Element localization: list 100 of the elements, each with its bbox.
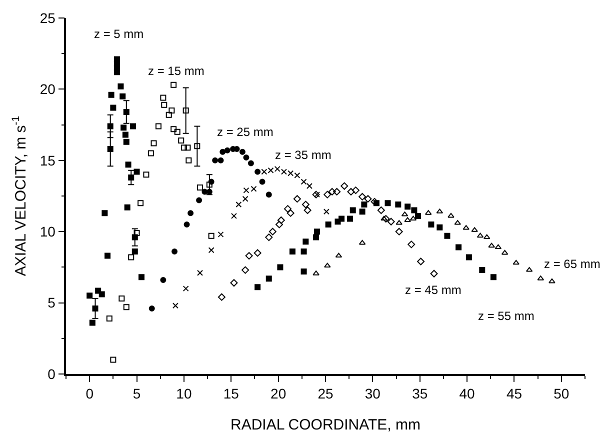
point: [170, 126, 177, 132]
x-tick-label: 35: [412, 386, 428, 402]
point: [408, 240, 416, 248]
point: [444, 232, 450, 239]
y-tick-label: 25: [40, 10, 56, 26]
y-tick-label: 15: [40, 152, 56, 168]
y-tick-label: 20: [40, 81, 56, 98]
point: [448, 212, 454, 218]
point: [242, 266, 250, 274]
point: [304, 206, 312, 214]
x-tick-label: 10: [176, 386, 192, 402]
x-tick-label: 25: [318, 386, 334, 402]
point: [172, 248, 178, 255]
point: [268, 228, 276, 236]
point: [208, 232, 214, 239]
point: [384, 200, 391, 206]
point: [128, 254, 134, 260]
point: [224, 147, 230, 154]
point: [276, 220, 284, 228]
x-tick-label: 5: [132, 386, 141, 402]
point: [138, 274, 144, 280]
point: [89, 320, 96, 326]
point: [456, 244, 462, 250]
x-tick-label: 40: [459, 386, 476, 402]
point: [182, 286, 189, 292]
point: [218, 157, 224, 164]
point: [160, 94, 166, 101]
point: [548, 278, 556, 284]
point: [188, 210, 194, 216]
point: [120, 124, 127, 131]
point: [174, 128, 180, 135]
point: [350, 207, 356, 214]
point: [284, 205, 292, 213]
point: [347, 188, 355, 196]
point: [358, 240, 366, 245]
point: [182, 108, 189, 114]
point: [302, 200, 310, 208]
point: [382, 215, 390, 223]
point: [277, 264, 284, 270]
point: [454, 220, 461, 225]
point: [218, 293, 226, 301]
point: [476, 232, 484, 238]
series-label: z = 35 mm: [275, 148, 332, 162]
point: [466, 254, 472, 260]
x-tick-label: 0: [86, 386, 94, 402]
text: z = 55 mm: [478, 309, 534, 323]
point: [95, 288, 102, 294]
point: [134, 168, 140, 175]
point: [266, 276, 272, 282]
point: [160, 277, 166, 284]
point: [110, 356, 116, 363]
point: [414, 212, 421, 219]
point: [501, 250, 508, 255]
point: [286, 209, 294, 217]
point: [102, 210, 108, 216]
point: [300, 178, 307, 185]
point: [323, 208, 330, 215]
x-axis-title: RADIAL COORDINATE, mm: [230, 416, 421, 434]
point: [161, 102, 168, 108]
point: [490, 274, 496, 280]
point: [338, 216, 345, 222]
point: [479, 267, 486, 274]
series-label: z = 5 mm: [94, 27, 144, 41]
point: [417, 258, 425, 266]
point: [208, 178, 214, 185]
point: [138, 200, 144, 206]
point: [266, 192, 272, 198]
point: [124, 204, 130, 210]
point: [123, 108, 130, 115]
point: [377, 206, 385, 214]
point: [306, 183, 312, 190]
point: [186, 157, 192, 164]
point: [373, 200, 380, 206]
point: [494, 244, 502, 250]
point: [104, 252, 111, 259]
point: [352, 186, 360, 194]
point: [347, 216, 354, 222]
point: [86, 292, 93, 299]
point: [312, 270, 320, 276]
point: [254, 168, 261, 175]
point: [277, 216, 285, 224]
point: [107, 123, 114, 130]
point: [134, 230, 140, 236]
point: [118, 296, 125, 302]
point: [430, 270, 438, 278]
point: [132, 248, 138, 255]
point: [206, 182, 212, 188]
point: [184, 144, 191, 151]
point: [236, 202, 242, 208]
point: [471, 227, 478, 232]
point: [168, 108, 175, 114]
point: [178, 137, 184, 144]
y-tick-label: 5: [48, 294, 56, 311]
point: [340, 182, 348, 190]
point: [428, 221, 434, 228]
point: [333, 188, 341, 196]
series-label: z = 45 mm: [405, 283, 462, 297]
point: [328, 188, 336, 196]
point: [118, 83, 124, 90]
point: [293, 195, 301, 203]
